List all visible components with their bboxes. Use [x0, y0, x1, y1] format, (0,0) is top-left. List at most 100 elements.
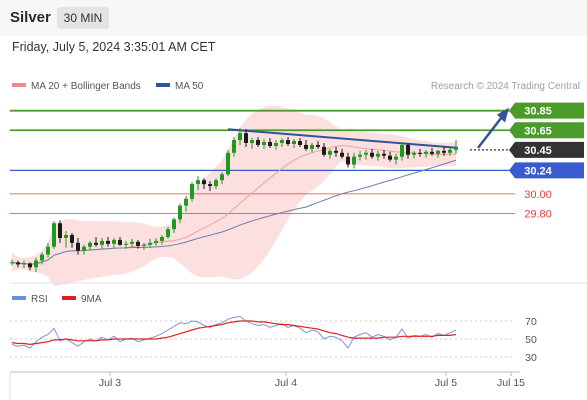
candle-body	[298, 141, 302, 145]
legend-swatch-ma20	[12, 83, 26, 88]
candle-body	[436, 150, 440, 154]
candle-body	[352, 156, 356, 165]
candle-body	[160, 236, 164, 241]
candle-body	[58, 223, 62, 238]
candle-body	[46, 246, 50, 255]
candle-body	[76, 242, 80, 251]
candle-body	[10, 262, 14, 264]
candle-body	[136, 241, 140, 246]
time-tick-label: Jul 4	[275, 377, 297, 389]
candle-body	[316, 144, 320, 147]
candle-body	[220, 174, 224, 181]
candle-body	[394, 156, 398, 160]
candle-body	[346, 156, 350, 165]
price-tag-30.24: 30.24	[524, 165, 552, 177]
candle-body	[280, 140, 284, 143]
candle-body	[172, 219, 176, 230]
time-axis: Jul 3 Jul 4 Jul 5 Jul 15	[9, 371, 525, 400]
bollinger-band-layer	[12, 105, 456, 287]
level-lines-layer	[10, 109, 515, 214]
price-tag-29.80: 29.80	[524, 208, 552, 220]
trendline	[227, 128, 459, 149]
candle-body	[292, 141, 296, 144]
candle-body	[304, 144, 308, 149]
legend-label-9ma: 9MA	[81, 294, 102, 305]
candle-body	[208, 184, 212, 187]
candle-body	[34, 260, 38, 268]
candle-body	[184, 198, 188, 206]
candle-body	[262, 142, 266, 145]
candle-body	[370, 152, 374, 157]
candle-body	[64, 235, 68, 238]
timeframe-badge[interactable]: 30 MIN	[57, 7, 109, 29]
candle-body	[406, 144, 410, 155]
candle-body	[364, 152, 368, 155]
legend-label-rsi: RSI	[31, 294, 48, 305]
candle-body	[286, 140, 290, 144]
candle-body	[418, 152, 422, 154]
price-tag-box-30.65	[509, 122, 584, 139]
candle-body	[118, 239, 122, 245]
candle-body	[244, 133, 248, 143]
rsi-panel: 70 50 30	[10, 282, 587, 364]
credit-text: Research © 2024 Trading Central	[430, 81, 580, 92]
candle-body	[214, 180, 218, 187]
legend-label-ma50: MA 50	[175, 81, 204, 92]
rsi-ma-line	[11, 320, 457, 346]
candle-body	[100, 240, 104, 245]
candle-body	[442, 150, 446, 153]
instrument-title: Silver	[10, 9, 51, 26]
candle-body	[250, 140, 254, 143]
rsi-legend-item-9ma: 9MA	[62, 294, 102, 305]
candle-body	[328, 150, 332, 155]
candle-body	[178, 205, 182, 220]
chart-header: Silver 30 MIN	[0, 0, 587, 36]
candle-body	[196, 180, 200, 185]
candle-body	[190, 184, 194, 199]
time-tick-label: Jul 5	[435, 377, 457, 389]
rsi-line	[11, 315, 457, 349]
candle-body	[256, 140, 260, 145]
candle-body	[310, 144, 314, 149]
legend-item-ma20: MA 20 + Bollinger Bands	[12, 81, 141, 92]
candle-body	[322, 146, 326, 155]
candle-body	[82, 246, 86, 251]
bollinger-band	[12, 105, 456, 287]
candle-body	[202, 180, 206, 185]
candle-body	[94, 242, 98, 245]
candle-body	[340, 152, 344, 157]
legend-swatch-9ma	[62, 296, 76, 301]
rsi-tick-50: 50	[525, 334, 537, 346]
legend-label-ma20: MA 20 + Bollinger Bands	[31, 81, 141, 92]
candle-body	[400, 144, 404, 157]
candle-body	[124, 243, 128, 245]
candle-body	[334, 150, 338, 153]
candle-body	[22, 263, 26, 265]
price-tag-box-30.85	[509, 102, 584, 119]
legend-swatch-rsi	[12, 296, 26, 301]
candle-body	[430, 151, 434, 154]
candle-body	[226, 152, 230, 175]
candle-body	[166, 229, 170, 237]
rsi-legend-item-rsi: RSI	[12, 294, 48, 305]
candle-body	[88, 242, 92, 247]
time-tick-label: Jul 3	[99, 377, 121, 389]
candle-body	[28, 263, 32, 268]
price-tag-box-30.24	[509, 162, 584, 179]
candle-body	[424, 151, 428, 154]
candle-body	[112, 239, 116, 244]
price-tag-box-30.45	[509, 141, 584, 158]
candle-body	[154, 240, 158, 243]
candle-body	[106, 240, 110, 244]
candle-body	[148, 242, 152, 245]
candle-body	[70, 235, 74, 243]
rsi-tick-30: 30	[525, 352, 537, 364]
candle-body	[388, 155, 392, 160]
candle-body	[274, 142, 278, 146]
candle-body	[238, 133, 242, 141]
candle-body	[454, 147, 458, 150]
legend-swatch-ma50	[156, 83, 170, 88]
candle-body	[268, 142, 272, 146]
candle-body	[382, 153, 386, 156]
